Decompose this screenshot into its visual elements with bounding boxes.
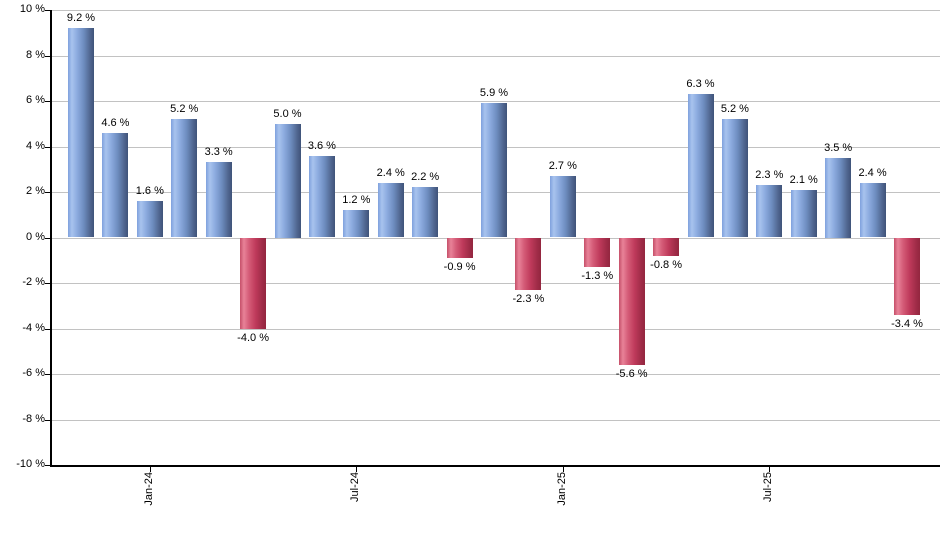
y-axis-tick [45, 10, 50, 11]
bar-positive [790, 189, 817, 238]
bar-value-label: 1.2 % [342, 194, 371, 207]
bar-value-label: 5.0 % [273, 107, 302, 120]
gridline [50, 237, 940, 239]
bar-positive [721, 119, 748, 238]
gridline [50, 101, 940, 102]
bar-positive [102, 132, 129, 238]
y-axis-tick [45, 146, 50, 148]
bar-value-label: 5.2 % [720, 103, 749, 116]
bar-positive [549, 176, 576, 238]
y-axis-tick-label: -10 % [16, 458, 45, 470]
gridline [50, 55, 940, 57]
bar-value-label: 5.9 % [479, 87, 509, 100]
gridline [50, 10, 940, 11]
gridline [50, 328, 940, 330]
x-axis-tick [356, 467, 358, 472]
bar-positive [756, 185, 783, 238]
y-axis-tick [45, 192, 50, 193]
bar-positive [308, 155, 335, 238]
y-axis-line [50, 10, 52, 467]
y-axis-tick [45, 465, 50, 466]
bar-negative [584, 237, 611, 268]
bar-value-label: -1.3 % [581, 270, 614, 283]
gridline [50, 419, 940, 421]
bar-negative [446, 237, 473, 258]
bar-value-label: -2.3 % [512, 292, 545, 305]
y-axis-tick-label: 6 % [26, 94, 45, 106]
bar-positive [68, 28, 94, 238]
bar-negative [515, 237, 542, 290]
bar-positive [377, 182, 404, 238]
bar-positive [171, 119, 198, 238]
bar-value-label: 3.6 % [307, 139, 336, 152]
bar-value-label: 2.1 % [789, 173, 818, 186]
y-axis-tick-label: -6 % [22, 367, 45, 379]
y-axis-tick [45, 55, 50, 57]
bar-negative [240, 237, 267, 329]
y-axis-tick [45, 374, 50, 375]
y-axis-tick [45, 283, 50, 284]
bar-positive [825, 157, 852, 238]
bar-value-label: -0.9 % [443, 260, 476, 273]
y-axis-tick [45, 328, 50, 330]
bar-value-label: -3.4 % [891, 317, 923, 330]
bar-positive [687, 94, 714, 238]
bar-negative [894, 237, 920, 315]
y-axis-tick [45, 419, 50, 421]
bar-value-label: -0.8 % [650, 258, 682, 271]
x-axis-tick-label: Jul-25 [762, 472, 775, 502]
x-axis-line [50, 465, 940, 467]
y-axis-tick-label: 4 % [26, 139, 45, 152]
y-axis-tick-label: 0 % [26, 230, 45, 243]
bar-positive [343, 210, 370, 238]
y-axis-tick [45, 101, 50, 102]
bar-value-label: -4.0 % [237, 331, 269, 344]
x-axis-tick-label: Jan-25 [555, 472, 568, 506]
bar-value-label: 2.4 % [376, 166, 405, 179]
bar-value-label: 2.2 % [411, 171, 440, 184]
y-axis-tick-label: -8 % [22, 412, 45, 425]
bar-value-label: 5.2 % [170, 103, 199, 116]
bar-positive [136, 201, 163, 238]
bar-value-label: 2.7 % [548, 160, 577, 173]
bar-value-label: 4.6 % [101, 116, 130, 129]
bar-value-label: 3.5 % [824, 141, 853, 154]
bar-positive [481, 103, 507, 238]
x-axis-tick-label: Jul-24 [349, 472, 362, 502]
y-axis-tick-label: 8 % [26, 48, 45, 61]
x-axis-tick-label: Jan-24 [142, 472, 155, 506]
bar-positive [412, 187, 439, 238]
bar-negative [653, 237, 680, 256]
x-axis-tick [562, 467, 564, 472]
bar-positive [274, 123, 301, 238]
y-axis-tick-label: 2 % [26, 185, 45, 197]
bar-value-label: 6.3 % [686, 78, 715, 91]
y-axis-tick [45, 237, 50, 239]
y-axis-tick-label: 10 % [19, 3, 45, 15]
x-axis-tick [149, 467, 151, 472]
y-axis-tick-label: -4 % [22, 321, 45, 334]
gridline [50, 374, 940, 375]
bar-value-label: -5.6 % [615, 367, 648, 380]
bar-value-label: 9.2 % [66, 12, 96, 25]
x-axis-tick [769, 467, 771, 472]
y-axis-tick-label: -2 % [22, 276, 45, 288]
bar-positive [859, 182, 886, 238]
bar-value-label: 2.4 % [858, 166, 887, 179]
bar-value-label: 3.3 % [204, 146, 233, 159]
bar-positive [205, 162, 232, 238]
gridline [50, 283, 940, 284]
bar-value-label: 1.6 % [135, 185, 164, 198]
bar-negative [618, 237, 645, 365]
bar-value-label: 2.3 % [755, 169, 784, 182]
